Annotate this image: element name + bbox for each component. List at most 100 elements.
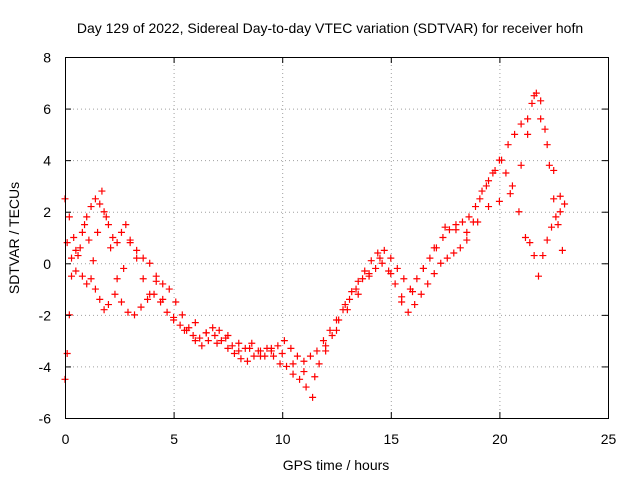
data-point	[198, 342, 206, 350]
data-point	[191, 337, 199, 345]
data-point	[100, 208, 108, 216]
data-point	[96, 295, 104, 303]
data-point	[380, 246, 388, 254]
data-point	[211, 331, 219, 339]
data-point	[411, 301, 419, 309]
data-point	[409, 288, 417, 296]
data-point	[98, 187, 106, 195]
data-point	[359, 275, 367, 283]
data-point	[517, 120, 525, 128]
y-tick-label: 8	[43, 50, 51, 66]
data-point	[515, 208, 523, 216]
data-point	[83, 280, 91, 288]
data-point	[250, 352, 258, 360]
data-point	[441, 223, 449, 231]
data-point	[315, 360, 323, 368]
data-point	[482, 182, 490, 190]
data-point	[322, 347, 330, 355]
data-point	[215, 326, 223, 334]
data-point	[530, 92, 538, 100]
data-point	[113, 239, 121, 247]
data-point	[178, 311, 186, 319]
series-track-a	[61, 89, 566, 401]
data-point	[287, 344, 295, 352]
data-point	[463, 228, 471, 236]
data-point	[237, 355, 245, 363]
data-point	[534, 272, 542, 280]
data-point	[68, 272, 76, 280]
data-point	[256, 352, 264, 360]
data-point	[111, 290, 119, 298]
data-point	[478, 187, 486, 195]
data-point	[489, 169, 497, 177]
data-point	[165, 285, 173, 293]
data-point	[280, 337, 288, 345]
data-point	[91, 285, 99, 293]
data-point	[465, 213, 473, 221]
data-point	[289, 370, 297, 378]
data-point	[543, 141, 551, 149]
data-point	[361, 267, 369, 275]
data-point	[398, 298, 406, 306]
data-point	[450, 249, 458, 257]
data-point	[354, 290, 362, 298]
data-point	[524, 115, 532, 123]
data-point	[445, 226, 453, 234]
data-point	[346, 295, 354, 303]
data-point	[556, 208, 564, 216]
data-point	[541, 125, 549, 133]
chart-title: Day 129 of 2022, Sidereal Day-to-day VTE…	[77, 20, 583, 36]
data-point	[209, 324, 217, 332]
data-point	[485, 203, 493, 211]
data-point	[378, 259, 386, 267]
data-point	[144, 295, 152, 303]
data-point	[100, 306, 108, 314]
x-tick-label: 10	[275, 431, 291, 447]
data-point	[502, 169, 510, 177]
data-point	[133, 254, 141, 262]
data-point	[89, 257, 97, 265]
data-point	[458, 218, 466, 226]
data-point	[293, 352, 301, 360]
data-point	[404, 308, 412, 316]
data-point	[413, 275, 421, 283]
data-point	[63, 350, 71, 358]
data-point	[248, 339, 256, 347]
data-point	[65, 213, 73, 221]
data-point	[558, 246, 566, 254]
data-point	[217, 337, 225, 345]
data-point	[296, 375, 304, 383]
data-point	[159, 295, 167, 303]
data-point	[163, 308, 171, 316]
data-point	[517, 161, 525, 169]
data-point	[109, 234, 117, 241]
y-tick-label: -2	[39, 307, 52, 323]
x-axis-label: GPS time / hours	[283, 457, 390, 473]
data-point	[270, 352, 278, 360]
data-point	[365, 272, 373, 280]
data-point	[476, 195, 484, 203]
data-point	[474, 218, 482, 226]
data-point	[437, 259, 445, 267]
data-points	[61, 89, 569, 401]
data-point	[372, 264, 380, 272]
data-point	[495, 156, 503, 164]
data-point	[102, 213, 110, 221]
data-point	[550, 166, 558, 174]
data-point	[78, 228, 86, 236]
data-point	[311, 373, 319, 381]
x-tick-label: 20	[492, 431, 508, 447]
data-point	[328, 331, 336, 339]
data-point	[172, 298, 180, 306]
data-point	[424, 280, 432, 288]
data-point	[556, 192, 564, 200]
data-point	[537, 115, 545, 123]
data-point	[276, 360, 284, 368]
y-tick-label: 2	[43, 204, 51, 220]
data-point	[213, 339, 221, 347]
data-point	[191, 319, 199, 327]
data-point	[443, 254, 451, 262]
data-point	[430, 244, 438, 252]
data-point	[283, 362, 291, 370]
data-point	[554, 221, 562, 229]
